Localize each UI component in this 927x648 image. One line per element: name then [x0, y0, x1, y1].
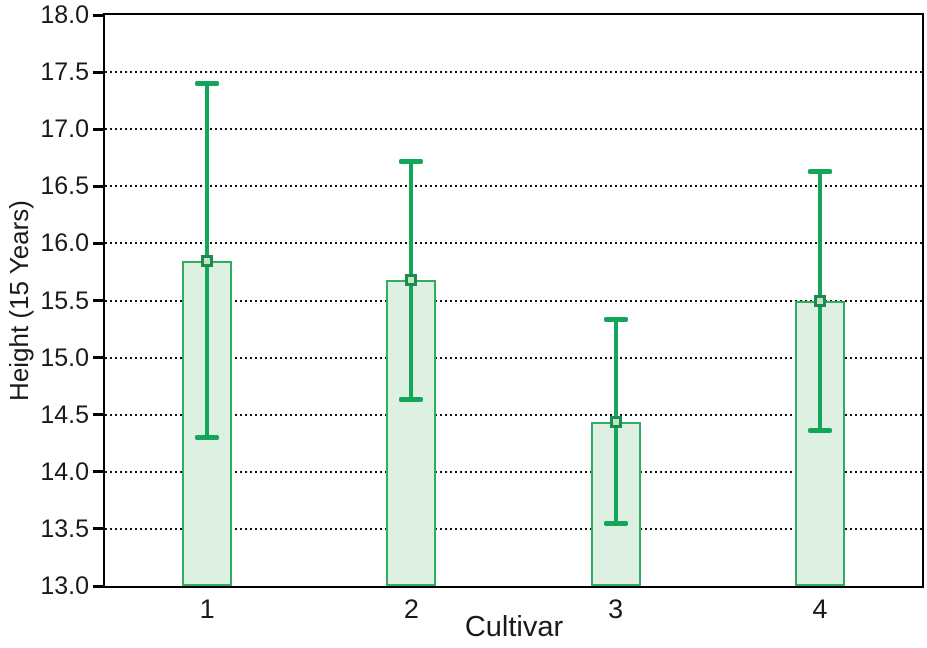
y-tick-label: 18.0: [40, 1, 89, 29]
y-tick-mark: [93, 527, 103, 531]
error-bar-cap-lower-1: [195, 435, 220, 441]
x-tick-label-4: 4: [812, 594, 828, 624]
error-bar-cap-upper-2: [399, 158, 424, 164]
error-bar-cap-upper-4: [807, 168, 832, 174]
y-tick-mark: [93, 584, 103, 588]
bar-cultivar-2: [386, 279, 437, 586]
x-tick-label-1: 1: [199, 594, 215, 624]
gridline-17.5: [105, 71, 922, 74]
x-tick-label-3: 3: [608, 594, 624, 624]
y-tick-label: 15.0: [40, 343, 89, 372]
gridline-14.5: [105, 413, 922, 416]
y-tick-label: 16.5: [40, 172, 89, 201]
error-bar-cap-lower-4: [807, 428, 832, 434]
mean-marker-4: [813, 294, 826, 307]
plot-area: [103, 13, 924, 588]
gridline-16.5: [105, 185, 922, 188]
y-tick-label: 15.5: [40, 286, 89, 315]
y-tick-label: 14.0: [40, 457, 89, 486]
y-tick-mark: [93, 241, 103, 245]
gridline-15.0: [105, 356, 922, 359]
y-tick-label: 17.0: [40, 115, 89, 144]
y-tick-mark: [93, 356, 103, 360]
mean-marker-3: [609, 415, 622, 428]
y-tick-mark: [93, 70, 103, 74]
mean-marker-2: [405, 273, 418, 286]
y-tick-label: 13.0: [40, 572, 89, 600]
y-tick-label: 13.5: [40, 514, 89, 543]
error-bar-cap-lower-3: [603, 520, 628, 526]
error-bar-cap-upper-1: [195, 81, 220, 87]
gridline-17.0: [105, 128, 922, 131]
y-tick-label: 14.5: [40, 400, 89, 429]
y-tick-mark: [93, 470, 103, 474]
x-tick-label-2: 2: [403, 594, 419, 624]
y-tick-mark: [93, 127, 103, 131]
y-tick-label: 16.0: [40, 229, 89, 258]
y-tick-mark: [93, 184, 103, 188]
y-tick-label: 17.5: [40, 58, 89, 87]
y-tick-mark: [93, 299, 103, 302]
error-bar-cap-upper-3: [603, 317, 628, 323]
gridline-15.5: [105, 299, 922, 302]
gridline-14.0: [105, 470, 922, 473]
error-bar-cap-lower-2: [399, 397, 424, 403]
y-tick-mark: [93, 413, 103, 417]
gridline-16.0: [105, 242, 922, 245]
mean-marker-1: [201, 254, 214, 267]
y-tick-mark: [93, 13, 103, 17]
gridline-13.5: [105, 527, 922, 530]
x-axis-title: Cultivar: [464, 611, 564, 643]
